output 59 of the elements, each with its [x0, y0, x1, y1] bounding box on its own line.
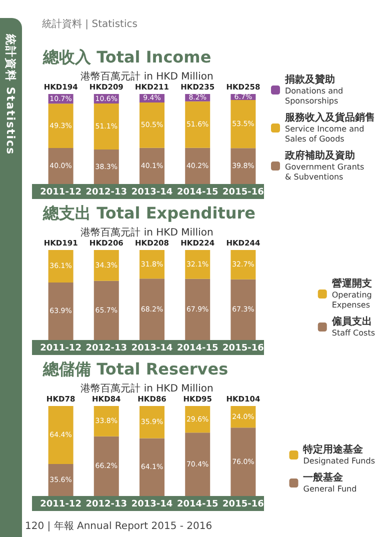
bar [140, 278, 164, 340]
bar [185, 101, 210, 148]
bar [140, 406, 164, 438]
bar [48, 148, 74, 184]
x-tick-label: 2013-14 [131, 500, 173, 510]
chart-title: 總支出 Total Expenditure [42, 204, 256, 222]
bar [185, 148, 210, 184]
bar [140, 438, 164, 496]
x-tick-label: 2015-16 [222, 344, 264, 354]
bar [140, 148, 164, 184]
bar [94, 280, 119, 340]
bar [230, 148, 256, 184]
x-tick-label: 2012-13 [86, 344, 128, 354]
x-tick-label: 2015-16 [222, 188, 264, 198]
legend-label: 政府補助及資助 Government Grants & Subventions [284, 150, 364, 182]
x-tick-label: 2015-16 [222, 500, 264, 510]
bar [185, 278, 210, 340]
text: 120 | 年報 Annual Report 2015 - 2016 [25, 520, 212, 533]
chart-subtitle: 港幣百萬元計 in HKD Million [80, 70, 214, 82]
bar [48, 104, 74, 148]
text: 統計資料 Statistics [3, 34, 18, 156]
x-tick-label: 2014-15 [176, 188, 218, 198]
text: 統計資料 | Statistics [42, 18, 138, 31]
legend-label: 僱員支出 Staff Costs [330, 316, 375, 338]
bar [140, 102, 164, 148]
bar [94, 150, 119, 184]
bar [140, 250, 164, 279]
x-tick-label: 2013-14 [131, 344, 173, 354]
x-tick-label: 2014-15 [176, 500, 218, 510]
legend-label: 捐款及贊助 Donations and Sponsorships [284, 74, 344, 106]
bar [48, 464, 74, 496]
bar [94, 436, 119, 496]
x-tick-label: 2011-12 [40, 188, 82, 198]
bar [94, 250, 119, 281]
x-tick-label: 2014-15 [176, 344, 218, 354]
bar [230, 279, 256, 340]
bar [230, 428, 256, 496]
chart-subtitle: 港幣百萬元計 in HKD Million [80, 226, 214, 238]
chart-title: 總收入 Total Income [42, 48, 212, 66]
legend-label: 一般基金 General Fund [303, 472, 357, 494]
x-tick-label: 2012-13 [86, 188, 128, 198]
x-tick-label: 2011-12 [40, 344, 82, 354]
legend-label: 特定用途基金 Designated Funds [302, 444, 376, 466]
legend-label: 營運開支 Operating Expenses [332, 278, 372, 310]
bar [94, 104, 119, 150]
chart-title: 總儲備 Total Reserves [42, 360, 228, 378]
bar [230, 250, 256, 280]
bar [185, 250, 210, 279]
bar [230, 100, 256, 148]
bar [48, 406, 74, 464]
x-tick-label: 2011-12 [40, 500, 82, 510]
bar [48, 282, 74, 340]
x-tick-label: 2013-14 [131, 188, 173, 198]
chart-subtitle: 港幣百萬元計 in HKD Million [80, 382, 214, 394]
x-tick-label: 2012-13 [86, 500, 128, 510]
bar [48, 250, 74, 282]
bar [185, 432, 210, 496]
bar [94, 406, 119, 436]
legend-label: 服務收入及貨品銷售 Service Income and Sales of Goods [284, 112, 375, 144]
